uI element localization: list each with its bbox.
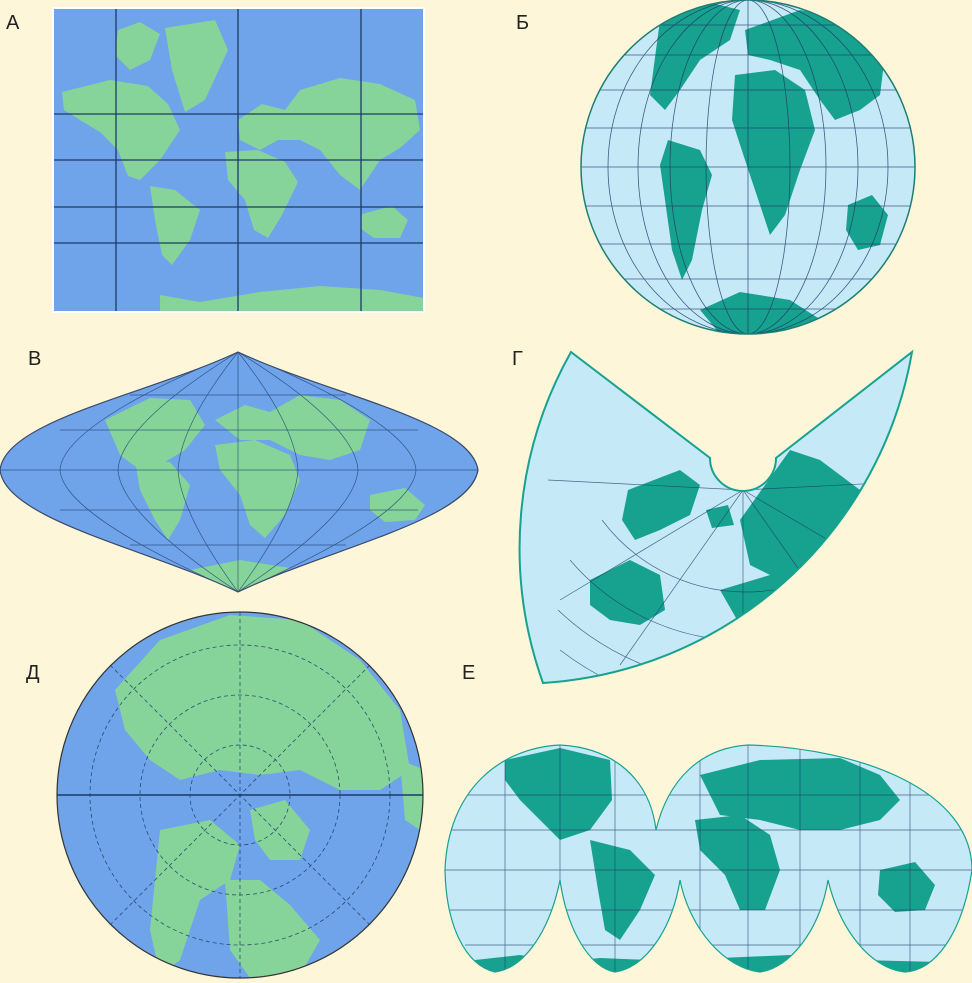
map-g-outline (518, 349, 914, 685)
map-a-frame (52, 7, 425, 313)
label-e: Е (462, 662, 476, 684)
map-b-outline (580, 0, 916, 335)
label-b: Б (516, 12, 530, 34)
map-e-outline (444, 744, 972, 973)
map-b-hemisphere (581, 0, 915, 334)
label-d: Д (26, 662, 40, 684)
map-v-sinusoidal (0, 352, 478, 592)
label-g: Г (512, 348, 523, 370)
label-v: В (28, 348, 42, 370)
map-e-interrupted (445, 745, 972, 972)
label-a: А (6, 12, 20, 34)
map-a-mercator (53, 8, 424, 312)
map-d-azimuthal (57, 612, 423, 978)
map-d-outline (56, 611, 424, 979)
map-v-outline (0, 351, 479, 593)
map-g-conic (519, 352, 912, 683)
